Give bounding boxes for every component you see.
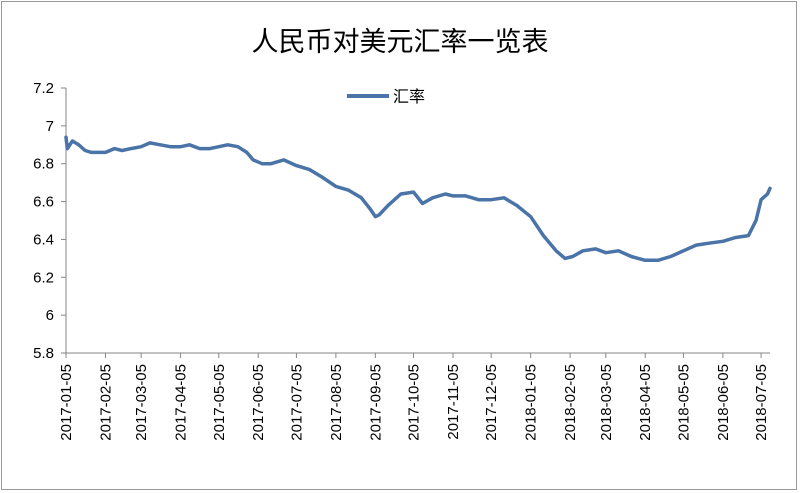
series-layer	[64, 135, 772, 263]
x-tick-label: 2018-03-05	[598, 364, 615, 441]
x-tick-label: 2018-04-05	[637, 364, 654, 441]
x-tick-label: 2017-06-05	[250, 364, 267, 441]
y-tick-label: 7.2	[33, 80, 54, 97]
y-axis: 5.8 6 6.2 6.4 6.6 6.8 7 7.2	[33, 80, 67, 362]
y-tick-label: 5.8	[33, 345, 54, 362]
x-tick-label: 2017-08-05	[328, 364, 345, 441]
series-line-0	[64, 135, 772, 263]
y-tick-label: 6.2	[33, 269, 54, 286]
x-tick-label: 2018-05-05	[675, 364, 692, 441]
y-tick-label: 6.4	[33, 231, 54, 248]
y-tick-label: 6.6	[33, 194, 54, 211]
x-tick-label: 2018-06-05	[715, 364, 732, 441]
x-tick-label: 2018-02-05	[562, 364, 579, 441]
x-tick-label: 2017-01-05	[58, 364, 75, 441]
x-tick-label: 2017-03-05	[133, 364, 150, 441]
x-tick-label: 2017-11-05	[445, 364, 462, 440]
y-tick-label: 6.8	[33, 156, 54, 173]
y-tick-label: 7	[46, 118, 54, 135]
x-tick-label: 2017-09-05	[367, 364, 384, 441]
chart-title: 人民币对美元汇率一览表	[252, 27, 549, 58]
x-tick-label: 2017-04-05	[173, 364, 190, 441]
x-tick-label: 2017-12-05	[483, 364, 500, 441]
x-tick-label: 2017-07-05	[288, 364, 305, 441]
x-tick-label: 2017-05-05	[211, 364, 228, 441]
legend-label: 汇率	[393, 87, 425, 106]
x-axis: 2017-01-05 2017-02-05 2017-03-05 2017-04-05…	[58, 352, 770, 441]
y-tick-label: 6	[46, 307, 54, 324]
legend: 汇率	[347, 87, 425, 106]
x-tick-label: 2018-01-05	[523, 364, 540, 441]
x-tick-label: 2017-02-05	[97, 364, 114, 441]
x-tick-label: 2017-10-05	[406, 364, 423, 441]
x-tick-label: 2018-07-05	[753, 364, 770, 441]
